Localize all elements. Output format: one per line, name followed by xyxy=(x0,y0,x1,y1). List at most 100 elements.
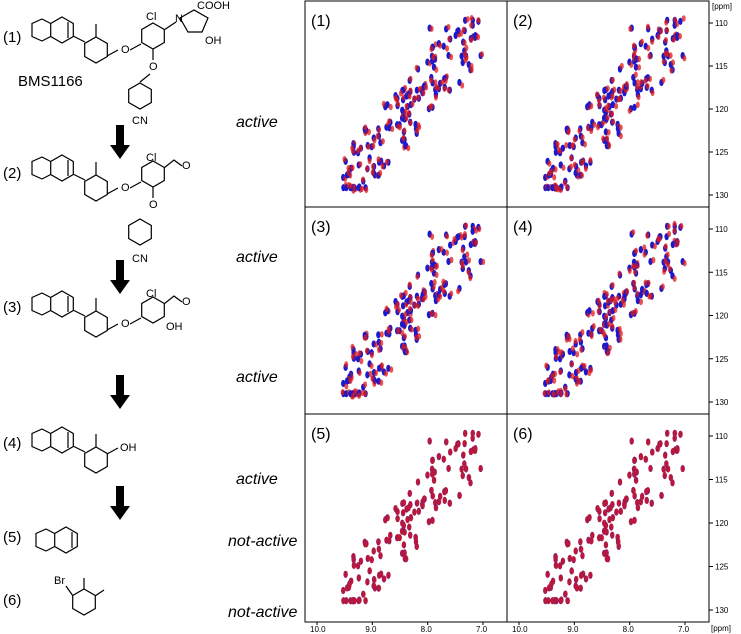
peak-reference xyxy=(567,141,572,150)
peak-ligand xyxy=(466,257,471,264)
peak-ligand xyxy=(427,437,432,444)
y-tick-label: 130 xyxy=(715,398,729,407)
peak-ligand xyxy=(371,548,376,555)
peak-ligand xyxy=(652,242,657,250)
peak-ligand xyxy=(589,537,594,544)
peak-ligand xyxy=(388,103,393,111)
peak-ligand xyxy=(546,597,551,605)
peak-ligand xyxy=(627,267,632,275)
peak-ligand xyxy=(579,546,584,553)
peak-ligand xyxy=(433,79,438,86)
arrow-4-5 xyxy=(110,486,130,520)
peak-ligand xyxy=(375,132,380,140)
peak-ligand xyxy=(476,33,481,41)
peak-ligand xyxy=(558,597,563,604)
x-tick-label: 7.0 xyxy=(678,625,690,634)
peak-ligand xyxy=(468,274,473,282)
peak-ligand xyxy=(402,127,407,134)
peak-ligand xyxy=(557,186,562,193)
peak-ligand xyxy=(402,333,407,340)
peak-ligand xyxy=(380,138,385,145)
peak-ligand xyxy=(629,61,634,68)
atom-oh-3: OH xyxy=(120,442,137,454)
peak-ligand xyxy=(364,186,369,194)
peak-ligand xyxy=(647,53,652,60)
peak-ligand xyxy=(412,95,417,102)
x-axis: [ppm] 10.0 9.0 8.0 7.0 10.0 9.0 8.0 7.0 xyxy=(310,622,731,634)
peak-ligand xyxy=(449,290,454,297)
peak-ligand xyxy=(350,353,355,360)
peak-ligand xyxy=(344,383,349,390)
atom-o-2: O xyxy=(149,61,158,73)
peak-ligand xyxy=(438,493,443,500)
peak-ligand xyxy=(377,126,382,134)
peak-ligand xyxy=(404,555,409,562)
peak-ligand xyxy=(590,310,595,317)
peak-ligand xyxy=(470,434,475,442)
peak-ligand xyxy=(670,479,675,486)
peak-ligand xyxy=(564,391,569,398)
peak-ligand xyxy=(671,36,676,43)
peak-reference xyxy=(632,103,637,111)
peak-ligand xyxy=(561,557,566,564)
peak-ligand xyxy=(386,328,391,335)
compound-label-3: (3) xyxy=(3,299,21,316)
peak-ligand xyxy=(448,500,453,507)
peak-ligand xyxy=(553,166,558,173)
peak-ligand xyxy=(576,367,581,374)
atom-o-7: O xyxy=(182,296,191,308)
peak-ligand xyxy=(393,94,398,102)
peak-reference xyxy=(560,144,566,152)
peak-ligand xyxy=(564,538,569,546)
peak-ligand xyxy=(396,327,401,335)
peak-ligand xyxy=(555,141,560,148)
peak-ligand xyxy=(404,318,409,326)
peak-ligand xyxy=(604,291,609,298)
peak-ligand xyxy=(614,102,619,110)
panel-label-4: (4) xyxy=(513,219,533,236)
peak-ligand xyxy=(414,334,419,341)
peak-ligand xyxy=(357,574,362,581)
peak-ligand xyxy=(607,516,612,524)
peak-ligand xyxy=(348,377,353,384)
peak-ligand xyxy=(431,492,436,500)
peak-ligand xyxy=(358,145,363,152)
y-tick-label: 125 xyxy=(715,148,729,157)
peak-ligand xyxy=(631,262,636,270)
peak-ligand xyxy=(476,17,481,24)
peak-ligand xyxy=(359,357,364,365)
peak-ligand xyxy=(575,351,580,358)
peak-ligand xyxy=(456,287,461,295)
peak-ligand xyxy=(601,135,606,142)
peak-ligand xyxy=(416,508,421,515)
peak-ligand xyxy=(616,96,621,103)
peak-ligand xyxy=(446,465,451,472)
peak-ligand xyxy=(672,220,677,228)
peak-ligand xyxy=(660,283,665,290)
atom-cl: Cl xyxy=(146,11,156,23)
peak-reference xyxy=(376,331,381,339)
peak-ligand xyxy=(408,119,413,127)
peak-ligand xyxy=(566,333,571,340)
peak-ligand xyxy=(589,330,594,338)
peak-ligand xyxy=(406,144,411,152)
peak-ligand xyxy=(368,567,373,574)
peak-ligand xyxy=(610,110,615,117)
peak-reference xyxy=(470,227,475,235)
peak-ligand xyxy=(610,323,615,330)
peak-ligand xyxy=(559,390,564,397)
peak-ligand xyxy=(570,142,575,149)
peak-ligand xyxy=(640,493,645,500)
arrow-2-3 xyxy=(110,260,130,294)
peak-reference xyxy=(602,86,607,95)
peak-ligand xyxy=(639,298,644,306)
peak-ligand xyxy=(618,124,623,131)
peak-ligand xyxy=(610,531,615,539)
y-tick-label: 115 xyxy=(715,268,728,277)
peak-ligand xyxy=(395,300,400,308)
peak-ligand xyxy=(572,161,577,168)
peak-ligand xyxy=(661,76,666,84)
peak-ligand xyxy=(462,39,467,46)
peak-ligand xyxy=(634,468,639,475)
spectra-grid: (1) (2) (3) (4) (5) (6) [ppm] 110 115 120 1… xyxy=(304,0,732,634)
